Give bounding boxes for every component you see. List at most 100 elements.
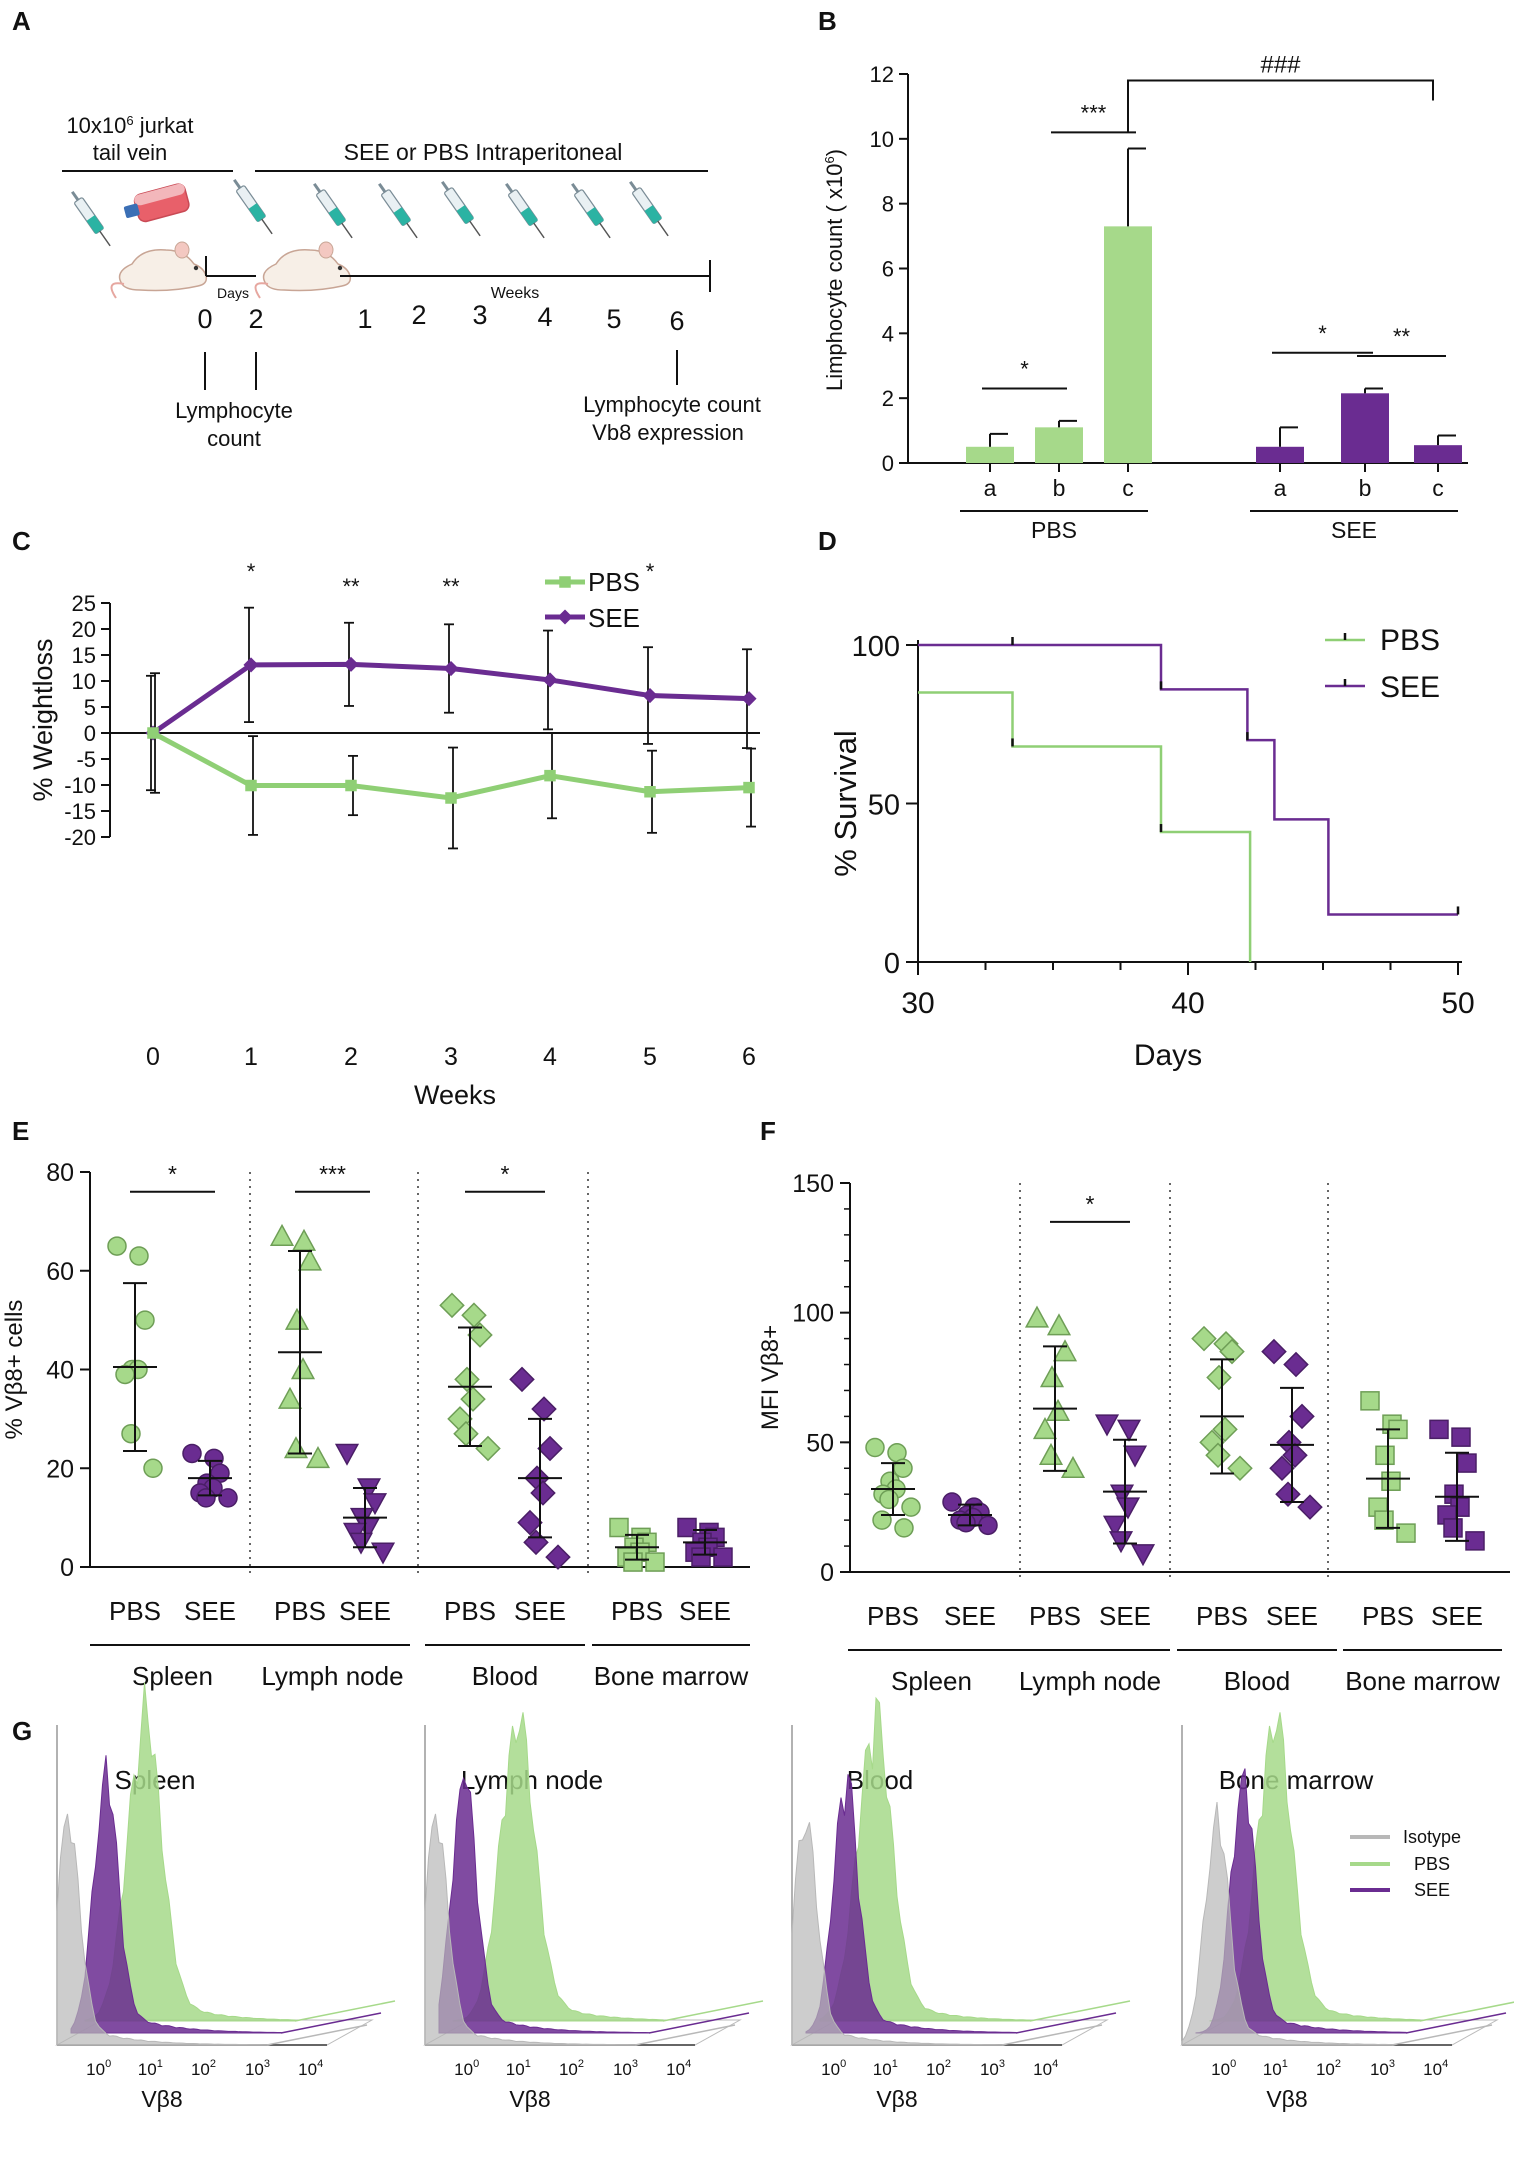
panel-c-x-tick-label: 2: [344, 1043, 358, 1071]
histogram-x-tick-label: 101: [138, 2058, 163, 2079]
panel-c-y-axis-label: % Weightloss: [28, 638, 58, 801]
histogram-x-tick-label: 103: [1370, 2058, 1395, 2079]
panel-c-significance-label: **: [342, 574, 360, 599]
readout-early-line2: count: [207, 426, 261, 451]
data-point-see: [530, 1480, 556, 1506]
syringe-needle: [341, 222, 353, 239]
histogram-x-tick-label: 102: [191, 2058, 216, 2079]
syringe-fluid: [248, 203, 266, 222]
x-group-label-pbs: PBS: [611, 1596, 663, 1626]
panel-d-legend-pbs: PBS: [1380, 624, 1440, 657]
syringe-needle: [469, 220, 481, 237]
y-tick-label: 0: [820, 1559, 834, 1587]
tick-base: 10: [1033, 2060, 1052, 2079]
histogram-x-axis-label: Vβ8: [509, 2086, 550, 2112]
data-point-pbs: [454, 1366, 480, 1393]
histogram-x-axis-label: Vβ8: [876, 2086, 917, 2112]
data-point-see: [942, 1492, 962, 1512]
panel-b-category-label: c: [1122, 475, 1134, 501]
syringe-plunger: [629, 180, 638, 191]
histogram-x-axis-label: Vβ8: [141, 2086, 182, 2112]
panel-b-y-tick-label: 2: [882, 386, 894, 411]
histogram-x-tick-label: 102: [926, 2058, 951, 2079]
data-point-pbs: [623, 1552, 643, 1572]
histogram-x-tick-label: 102: [1316, 2058, 1341, 2079]
injection-label-sup: 6: [126, 113, 133, 128]
panel-d-y-axis-label: % Survival: [828, 730, 863, 876]
tick-exponent: 4: [685, 2058, 691, 2070]
data-point-pbs: [460, 1386, 486, 1412]
syringe-icon: [378, 182, 418, 239]
histogram-x-tick-label: 104: [1033, 2058, 1058, 2079]
panel-b-bar: [1256, 446, 1304, 463]
syringe-needle: [99, 230, 111, 247]
panel-b-bar: [1035, 427, 1083, 463]
data-point-pbs: [461, 1302, 487, 1328]
tick-exponent: 0: [1230, 2058, 1236, 2070]
data-point-pbs: [645, 1552, 665, 1572]
data-point-pbs: [1381, 1471, 1401, 1491]
tick-exponent: 2: [1335, 2058, 1341, 2070]
histogram-x-tick-label: 104: [666, 2058, 691, 2079]
panel-b-bracket-label: ###: [1260, 51, 1301, 78]
panel-d-y-tick-label: 0: [884, 948, 900, 980]
syringe-plunger: [378, 182, 387, 193]
histogram-tail-line: [662, 2000, 764, 2022]
data-point-pbs: [121, 1423, 141, 1444]
panel-b-category-label: a: [1274, 475, 1287, 501]
panel-d-x-tick-label: 40: [1171, 987, 1204, 1020]
tick-base: 10: [454, 2060, 473, 2079]
x-group-label-see: SEE: [1266, 1601, 1318, 1631]
tick-base: 10: [926, 2060, 945, 2079]
days-label: Days: [217, 285, 249, 301]
y-tick-label: 80: [46, 1159, 74, 1187]
syringe-fluid: [456, 205, 474, 224]
tick-exponent: 0: [473, 2058, 479, 2070]
tick-base: 10: [873, 2060, 892, 2079]
data-point-see: [677, 1517, 697, 1538]
tissue-label: Bone marrow: [1345, 1666, 1500, 1696]
panel-c-legend-see: SEE: [588, 603, 640, 633]
x-group-label-see: SEE: [1431, 1601, 1483, 1631]
panel-b-significance-label: ***: [1081, 100, 1107, 125]
data-point-see: [713, 1547, 733, 1567]
histogram-isotype: [1181, 1801, 1393, 2046]
panel-b-bracket: [1127, 79, 1434, 133]
histogram-tail-line: [280, 2012, 382, 2034]
timepoint-week-2: 2: [411, 300, 426, 330]
data-point-pbs: [894, 1518, 914, 1538]
x-group-label-pbs: PBS: [1362, 1601, 1414, 1631]
panel-d-y-tick-label: 100: [852, 631, 900, 663]
tissue-label: Lymph node: [1019, 1666, 1161, 1696]
data-point-pbs: [1360, 1391, 1380, 1411]
panel-c-significance-label: **: [442, 574, 460, 599]
tick-exponent: 1: [1282, 2058, 1288, 2070]
data-point-pbs: [297, 1248, 323, 1271]
data-point-pbs: [467, 1322, 493, 1348]
panel-e-y-axis-label: % Vβ8+ cells: [1, 1300, 28, 1440]
histogram-see: [805, 1774, 1017, 2034]
histogram-x-tick-label: 103: [613, 2058, 638, 2079]
syringe-fluid: [86, 215, 104, 234]
data-point-pbs: [475, 1435, 501, 1462]
data-point-see: [545, 1544, 571, 1570]
panel-b-y-tick-label: 0: [882, 451, 894, 476]
panel-c-y-tick-label: -15: [64, 799, 96, 824]
panel-c-x-tick-label: 4: [543, 1043, 557, 1071]
y-tick-label: 40: [46, 1357, 74, 1385]
syringe-fluid: [328, 207, 346, 226]
panel-b-bar: [1341, 393, 1389, 463]
panel-a-timeline: 10x106 jurkat tail vein SEE or PBS Intra…: [62, 113, 761, 451]
histogram-x-tick-label: 104: [298, 2058, 323, 2079]
panel-c-point-see: [741, 691, 757, 707]
panel-d-survival-curve-pbs: [918, 691, 1252, 962]
panel-g-histograms: Spleen100101102103104Vβ8Lymph node100101…: [55, 1682, 1514, 2112]
panel-c-y-tick-label: -20: [64, 825, 96, 850]
tick-exponent: 2: [210, 2058, 216, 2070]
panel-b-group-label: SEE: [1331, 517, 1377, 543]
panel-c-y-tick-label: 0: [84, 721, 96, 746]
x-group-label-pbs: PBS: [1196, 1601, 1248, 1631]
tick-base: 10: [1370, 2060, 1389, 2079]
panel-c-legend-marker-pbs: [559, 576, 571, 588]
